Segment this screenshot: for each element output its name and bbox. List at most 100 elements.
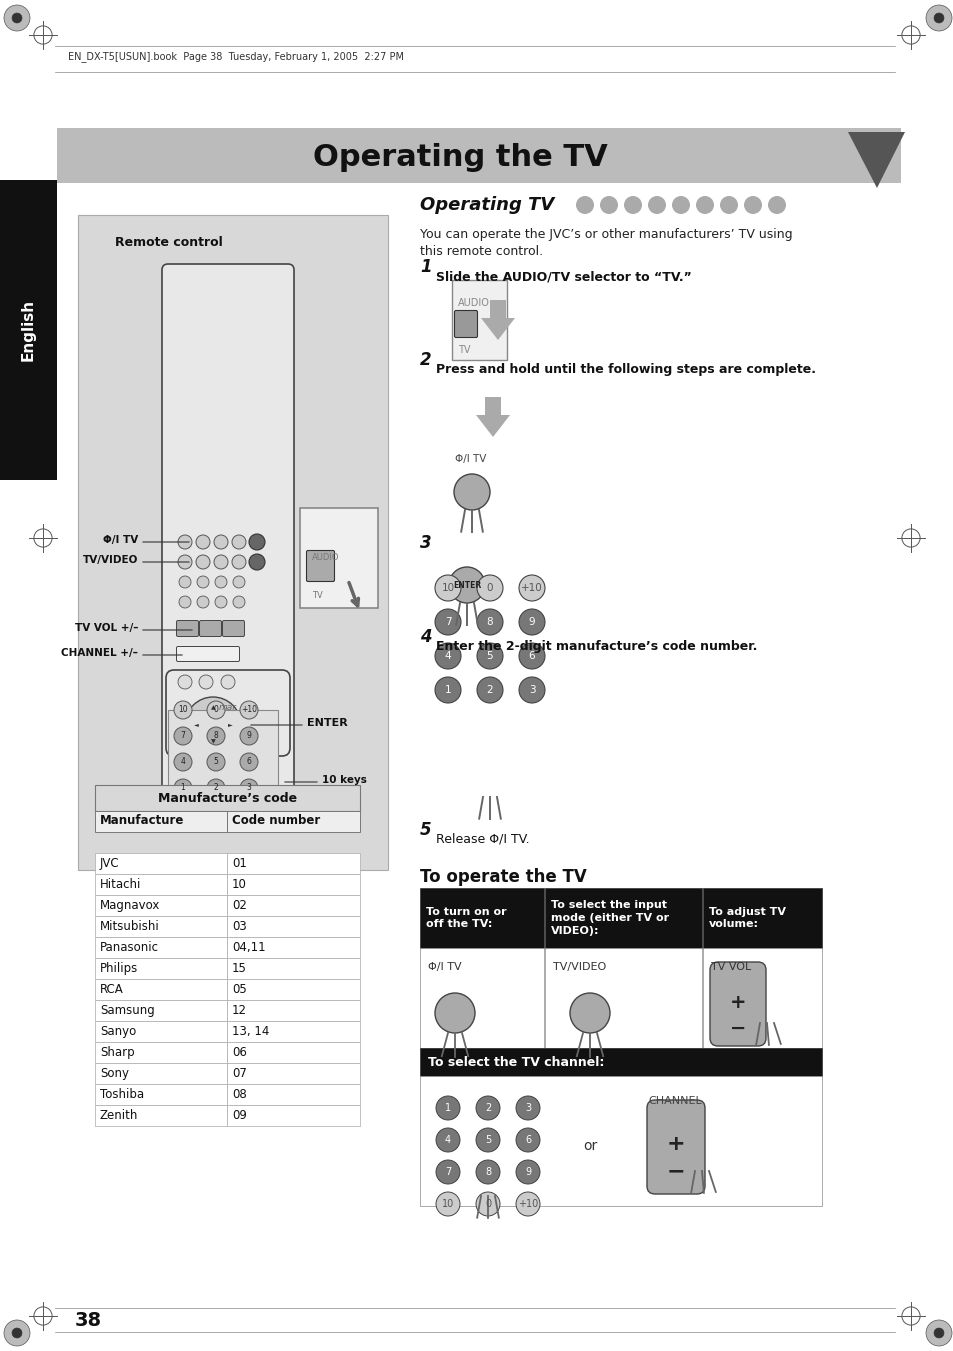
Text: Φ/I TV: Φ/I TV — [428, 962, 461, 971]
Circle shape — [720, 196, 738, 213]
Text: To select the input
mode (either TV or
VIDEO):: To select the input mode (either TV or V… — [551, 900, 668, 936]
Circle shape — [599, 196, 618, 213]
Text: ▼: ▼ — [211, 739, 215, 744]
Polygon shape — [476, 397, 510, 436]
Circle shape — [185, 753, 199, 767]
Circle shape — [179, 576, 191, 588]
Text: 4: 4 — [180, 758, 185, 766]
Text: 7: 7 — [444, 1167, 451, 1177]
Circle shape — [671, 196, 689, 213]
Circle shape — [214, 596, 227, 608]
FancyBboxPatch shape — [95, 916, 227, 938]
FancyBboxPatch shape — [95, 785, 359, 811]
Circle shape — [476, 1096, 499, 1120]
Text: 01: 01 — [232, 857, 247, 870]
Circle shape — [933, 14, 943, 23]
Circle shape — [476, 1161, 499, 1183]
Circle shape — [178, 555, 192, 569]
FancyBboxPatch shape — [95, 1063, 227, 1084]
FancyBboxPatch shape — [95, 1021, 227, 1042]
Circle shape — [435, 643, 460, 669]
Circle shape — [12, 1328, 22, 1337]
Circle shape — [240, 727, 257, 744]
Text: or: or — [582, 1139, 597, 1152]
Text: AUDIO: AUDIO — [457, 299, 489, 308]
Text: mar: mar — [219, 703, 236, 712]
Circle shape — [12, 14, 22, 23]
FancyBboxPatch shape — [95, 894, 227, 916]
Circle shape — [195, 535, 210, 549]
FancyBboxPatch shape — [709, 962, 765, 1046]
Text: Remote control: Remote control — [115, 236, 222, 249]
FancyBboxPatch shape — [95, 811, 227, 832]
Circle shape — [178, 535, 192, 549]
Circle shape — [436, 1161, 459, 1183]
FancyBboxPatch shape — [57, 128, 900, 182]
FancyBboxPatch shape — [95, 1000, 227, 1021]
Circle shape — [173, 780, 192, 797]
Text: 7: 7 — [180, 731, 185, 740]
Circle shape — [454, 474, 490, 509]
FancyBboxPatch shape — [199, 620, 221, 636]
Circle shape — [623, 196, 641, 213]
Circle shape — [240, 753, 257, 771]
FancyBboxPatch shape — [419, 888, 543, 948]
Text: 10: 10 — [441, 584, 454, 593]
Text: 10: 10 — [178, 705, 188, 715]
Text: ENTER: ENTER — [307, 717, 348, 728]
Text: 07: 07 — [232, 1067, 247, 1079]
FancyBboxPatch shape — [78, 215, 388, 870]
Text: CHANNEL +/–: CHANNEL +/– — [61, 648, 138, 658]
Text: 2: 2 — [213, 784, 218, 793]
Text: 3: 3 — [524, 1102, 531, 1113]
Circle shape — [233, 576, 245, 588]
Circle shape — [232, 535, 246, 549]
Circle shape — [518, 609, 544, 635]
FancyBboxPatch shape — [95, 1105, 227, 1125]
Text: To select the TV channel:: To select the TV channel: — [428, 1055, 604, 1069]
FancyBboxPatch shape — [227, 1021, 359, 1042]
Circle shape — [196, 596, 209, 608]
FancyBboxPatch shape — [419, 1075, 821, 1206]
Text: 15: 15 — [232, 962, 247, 975]
FancyBboxPatch shape — [0, 180, 57, 480]
Text: Slide the AUDIO/TV selector to “TV.”: Slide the AUDIO/TV selector to “TV.” — [436, 270, 691, 282]
Text: 9: 9 — [524, 1167, 531, 1177]
FancyBboxPatch shape — [227, 916, 359, 938]
Text: Magnavox: Magnavox — [100, 898, 160, 912]
FancyBboxPatch shape — [419, 1048, 821, 1075]
Circle shape — [195, 555, 210, 569]
Circle shape — [576, 196, 594, 213]
Text: Operating the TV: Operating the TV — [313, 142, 607, 172]
FancyBboxPatch shape — [299, 508, 377, 608]
Circle shape — [436, 1128, 459, 1152]
Text: 3: 3 — [419, 534, 431, 553]
Text: 3: 3 — [528, 685, 535, 694]
Text: Philips: Philips — [100, 962, 138, 975]
Text: +10: +10 — [517, 1198, 537, 1209]
Text: To operate the TV: To operate the TV — [419, 867, 586, 886]
Circle shape — [232, 555, 246, 569]
Circle shape — [476, 677, 502, 703]
Text: 9: 9 — [528, 617, 535, 627]
Text: Press and hold until the following steps are complete.: Press and hold until the following steps… — [436, 363, 815, 376]
Text: Hitachi: Hitachi — [100, 878, 141, 892]
Text: 2: 2 — [484, 1102, 491, 1113]
FancyBboxPatch shape — [454, 311, 477, 338]
Text: 38: 38 — [75, 1310, 102, 1329]
Text: 4: 4 — [444, 1135, 451, 1146]
Circle shape — [435, 609, 460, 635]
Circle shape — [196, 576, 209, 588]
Circle shape — [223, 715, 233, 725]
Circle shape — [449, 567, 484, 603]
FancyBboxPatch shape — [95, 979, 227, 1000]
Text: 6: 6 — [246, 758, 252, 766]
Text: 04,11: 04,11 — [232, 942, 265, 954]
Text: Sanyo: Sanyo — [100, 1025, 136, 1038]
Circle shape — [925, 5, 951, 31]
Circle shape — [476, 576, 502, 601]
FancyBboxPatch shape — [227, 874, 359, 894]
FancyBboxPatch shape — [95, 1042, 227, 1063]
FancyBboxPatch shape — [227, 1042, 359, 1063]
Text: Release Φ/I TV.: Release Φ/I TV. — [436, 832, 529, 844]
